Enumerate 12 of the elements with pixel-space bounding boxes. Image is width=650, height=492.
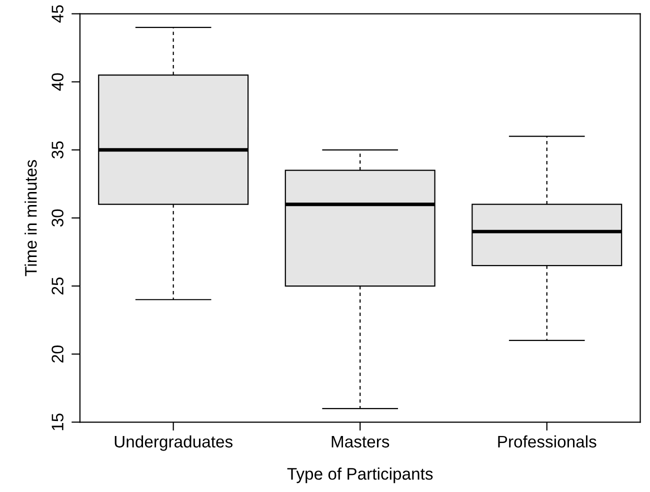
y-tick-label: 25 xyxy=(52,277,64,294)
x-tick-label: Masters xyxy=(332,436,390,448)
y-tick-label: 15 xyxy=(52,414,64,430)
x-tick-label: Professionals xyxy=(498,435,596,448)
y-tick-label: 20 xyxy=(52,345,64,363)
y-tick-label: 35 xyxy=(52,141,64,159)
x-tick-label: Undergraduates xyxy=(114,435,232,451)
y-tick-label: 45 xyxy=(52,5,64,23)
x-axis-title: Type of Participants xyxy=(287,468,433,484)
y-tick-label: 30 xyxy=(52,209,64,227)
y-axis-title: Time in minutes xyxy=(24,160,37,276)
y-tick-label: 40 xyxy=(52,73,64,91)
